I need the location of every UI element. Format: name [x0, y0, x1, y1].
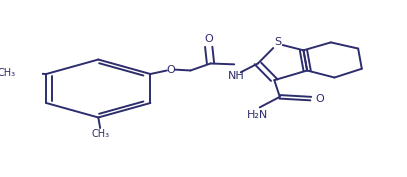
Text: O: O — [315, 94, 324, 104]
Text: NH: NH — [228, 71, 245, 81]
Text: H₂N: H₂N — [247, 110, 269, 120]
Text: S: S — [274, 36, 282, 47]
Text: O: O — [166, 65, 175, 75]
Text: O: O — [204, 34, 213, 44]
Text: CH₃: CH₃ — [0, 68, 15, 78]
Text: CH₃: CH₃ — [91, 129, 109, 139]
